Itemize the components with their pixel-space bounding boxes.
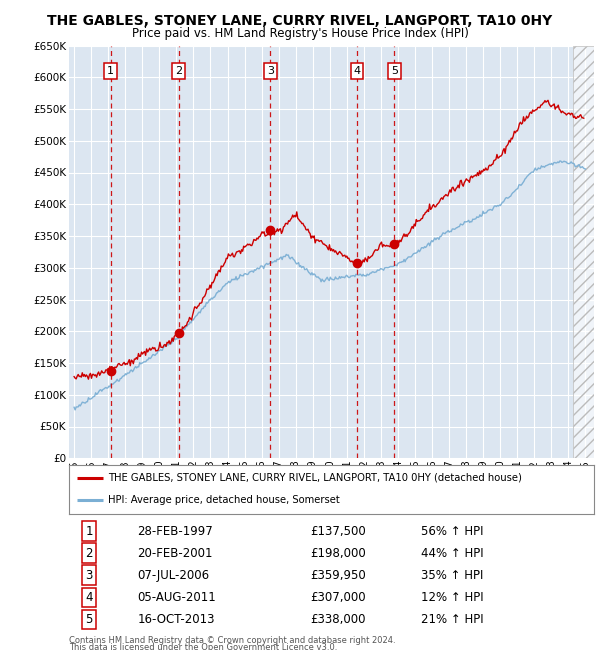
- Text: £359,950: £359,950: [311, 569, 366, 582]
- Text: 20-FEB-2001: 20-FEB-2001: [137, 547, 213, 560]
- Text: 12% ↑ HPI: 12% ↑ HPI: [421, 591, 484, 604]
- Text: 2: 2: [175, 66, 182, 76]
- Text: £307,000: £307,000: [311, 591, 366, 604]
- Text: 1: 1: [107, 66, 114, 76]
- Text: THE GABLES, STONEY LANE, CURRY RIVEL, LANGPORT, TA10 0HY (detached house): THE GABLES, STONEY LANE, CURRY RIVEL, LA…: [109, 473, 522, 483]
- Text: 5: 5: [391, 66, 398, 76]
- Text: 05-AUG-2011: 05-AUG-2011: [137, 591, 216, 604]
- Text: £198,000: £198,000: [311, 547, 366, 560]
- Text: HPI: Average price, detached house, Somerset: HPI: Average price, detached house, Some…: [109, 495, 340, 505]
- Text: 35% ↑ HPI: 35% ↑ HPI: [421, 569, 483, 582]
- Text: 56% ↑ HPI: 56% ↑ HPI: [421, 525, 483, 538]
- Text: 1: 1: [85, 525, 93, 538]
- Text: £338,000: £338,000: [311, 613, 366, 626]
- Text: 21% ↑ HPI: 21% ↑ HPI: [421, 613, 484, 626]
- Text: 3: 3: [267, 66, 274, 76]
- Text: 07-JUL-2006: 07-JUL-2006: [137, 569, 209, 582]
- Text: 3: 3: [85, 569, 92, 582]
- Text: 4: 4: [353, 66, 361, 76]
- Text: 28-FEB-1997: 28-FEB-1997: [137, 525, 213, 538]
- Text: 16-OCT-2013: 16-OCT-2013: [137, 613, 215, 626]
- Text: Contains HM Land Registry data © Crown copyright and database right 2024.: Contains HM Land Registry data © Crown c…: [69, 636, 395, 645]
- Text: This data is licensed under the Open Government Licence v3.0.: This data is licensed under the Open Gov…: [69, 644, 337, 650]
- Text: THE GABLES, STONEY LANE, CURRY RIVEL, LANGPORT, TA10 0HY: THE GABLES, STONEY LANE, CURRY RIVEL, LA…: [47, 14, 553, 29]
- Text: 4: 4: [85, 591, 93, 604]
- Text: 2: 2: [85, 547, 93, 560]
- Text: 5: 5: [85, 613, 92, 626]
- Text: 44% ↑ HPI: 44% ↑ HPI: [421, 547, 484, 560]
- Text: Price paid vs. HM Land Registry's House Price Index (HPI): Price paid vs. HM Land Registry's House …: [131, 27, 469, 40]
- Text: £137,500: £137,500: [311, 525, 366, 538]
